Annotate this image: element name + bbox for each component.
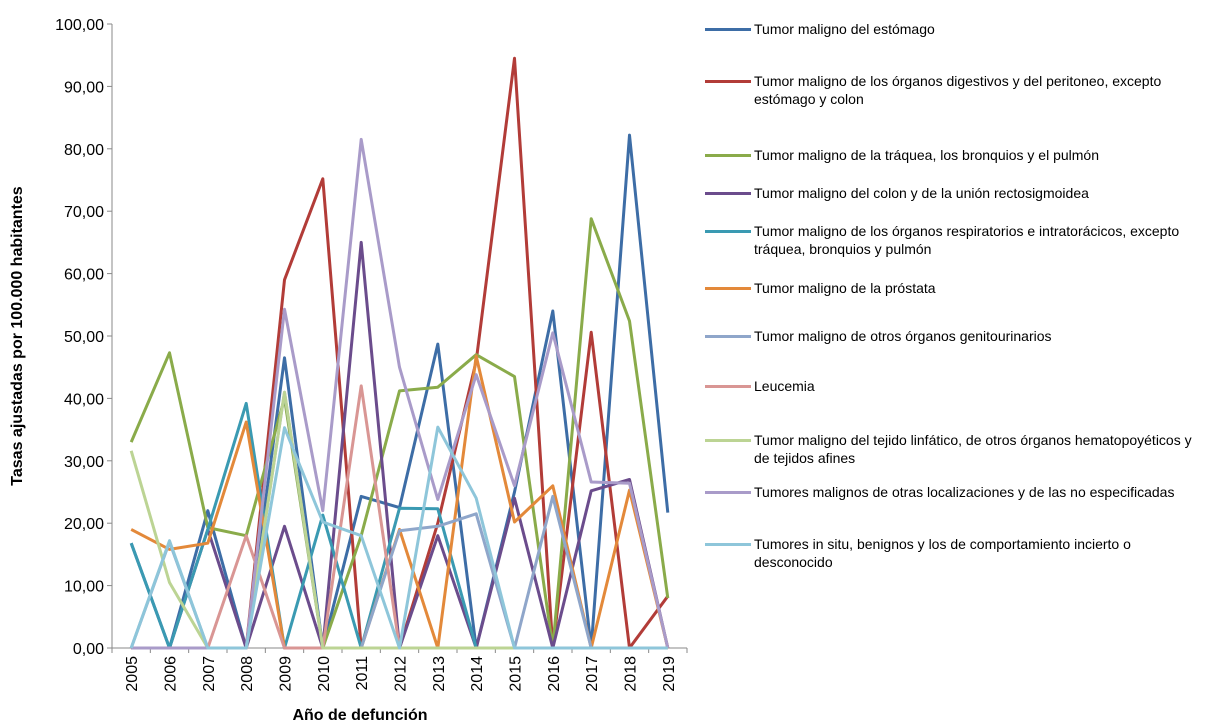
x-tick-label: 2006 [163,656,180,692]
x-tick-label: 2007 [201,656,218,692]
x-tick-label: 2010 [316,656,333,692]
legend-swatch [705,230,751,233]
legend-swatch [705,192,751,195]
legend-swatch [705,287,751,290]
y-tick-label: 50,00 [64,329,104,346]
legend-item: Tumores malignos de otras localizaciones… [705,483,1200,501]
legend-item: Tumor maligno de la próstata [705,279,1200,297]
x-tick-label: 2018 [623,656,640,692]
x-tick-label: 2019 [661,656,678,692]
legend-swatch [705,543,751,546]
legend-label: Leucemia [754,378,815,394]
legend-label: Tumor maligno de los órganos digestivos … [754,73,1162,107]
legend-swatch [705,80,751,83]
legend-swatch [705,335,751,338]
y-tick-label: 80,00 [64,142,104,159]
legend-item: Leucemia [705,377,1200,395]
chart: Año de defunción Tasas ajustadas por 100… [9,17,688,724]
legend-swatch [705,439,751,442]
legend-label: Tumor maligno de los órganos respiratori… [754,223,1180,257]
y-tick-label: 100,00 [55,17,104,34]
legend-swatch [705,154,751,157]
legend-label: Tumor maligno de la tráquea, los bronqui… [754,147,1100,163]
legend-label: Tumor maligno de otros órganos genitouri… [754,328,1052,344]
legend-item: Tumor maligno de la tráquea, los bronqui… [705,146,1200,164]
x-tick-label: 2009 [278,656,295,692]
x-tick-label: 2017 [584,656,601,692]
x-tick-label: 2012 [393,656,410,692]
legend-label: Tumor maligno del estómago [754,21,935,37]
x-tick-label: 2008 [239,656,256,692]
legend-label: Tumores in situ, benignos y los de compo… [754,536,1131,570]
legend-item: Tumores in situ, benignos y los de compo… [705,535,1200,571]
x-tick-label: 2016 [546,656,563,692]
y-tick-label: 20,00 [64,516,104,533]
legend-item: Tumor maligno de otros órganos genitouri… [705,327,1200,345]
legend-swatch [705,491,751,494]
y-tick-label: 10,00 [64,579,104,596]
legend-label: Tumor maligno del tejido linfático, de o… [754,432,1192,466]
y-tick-label: 40,00 [64,391,104,408]
x-tick-label: 2015 [508,656,525,692]
y-tick-label: 70,00 [64,204,104,221]
legend-label: Tumor maligno de la próstata [754,280,936,296]
legend-swatch [705,385,751,388]
x-tick-label: 2011 [354,656,371,691]
legend-item: Tumor maligno del estómago [705,20,1200,38]
legend-item: Tumor maligno de los órganos digestivos … [705,72,1200,108]
y-tick-label: 30,00 [64,454,104,471]
x-tick-label: 2014 [469,656,486,692]
legend-swatch [705,28,751,31]
legend-item: Tumor maligno del colon y de la unión re… [705,184,1200,202]
legend-label: Tumores malignos de otras localizaciones… [754,484,1175,500]
y-tick-label: 0,00 [73,641,104,658]
x-axis-label: Año de defunción [292,707,427,724]
series-line [131,240,670,650]
y-axis-label: Tasas ajustadas por 100.000 habitantes [9,186,26,486]
series-line [131,56,670,650]
legend-label: Tumor maligno del colon y de la unión re… [754,185,1089,201]
x-tick-label: 2013 [431,656,448,692]
y-tick-label: 90,00 [64,79,104,96]
series-line [129,425,668,650]
legend-item: Tumor maligno de los órganos respiratori… [705,222,1200,258]
x-tick-label: 2005 [124,656,141,692]
series-line [129,217,670,650]
y-tick-label: 60,00 [64,267,104,284]
legend-item: Tumor maligno del tejido linfático, de o… [705,431,1200,467]
